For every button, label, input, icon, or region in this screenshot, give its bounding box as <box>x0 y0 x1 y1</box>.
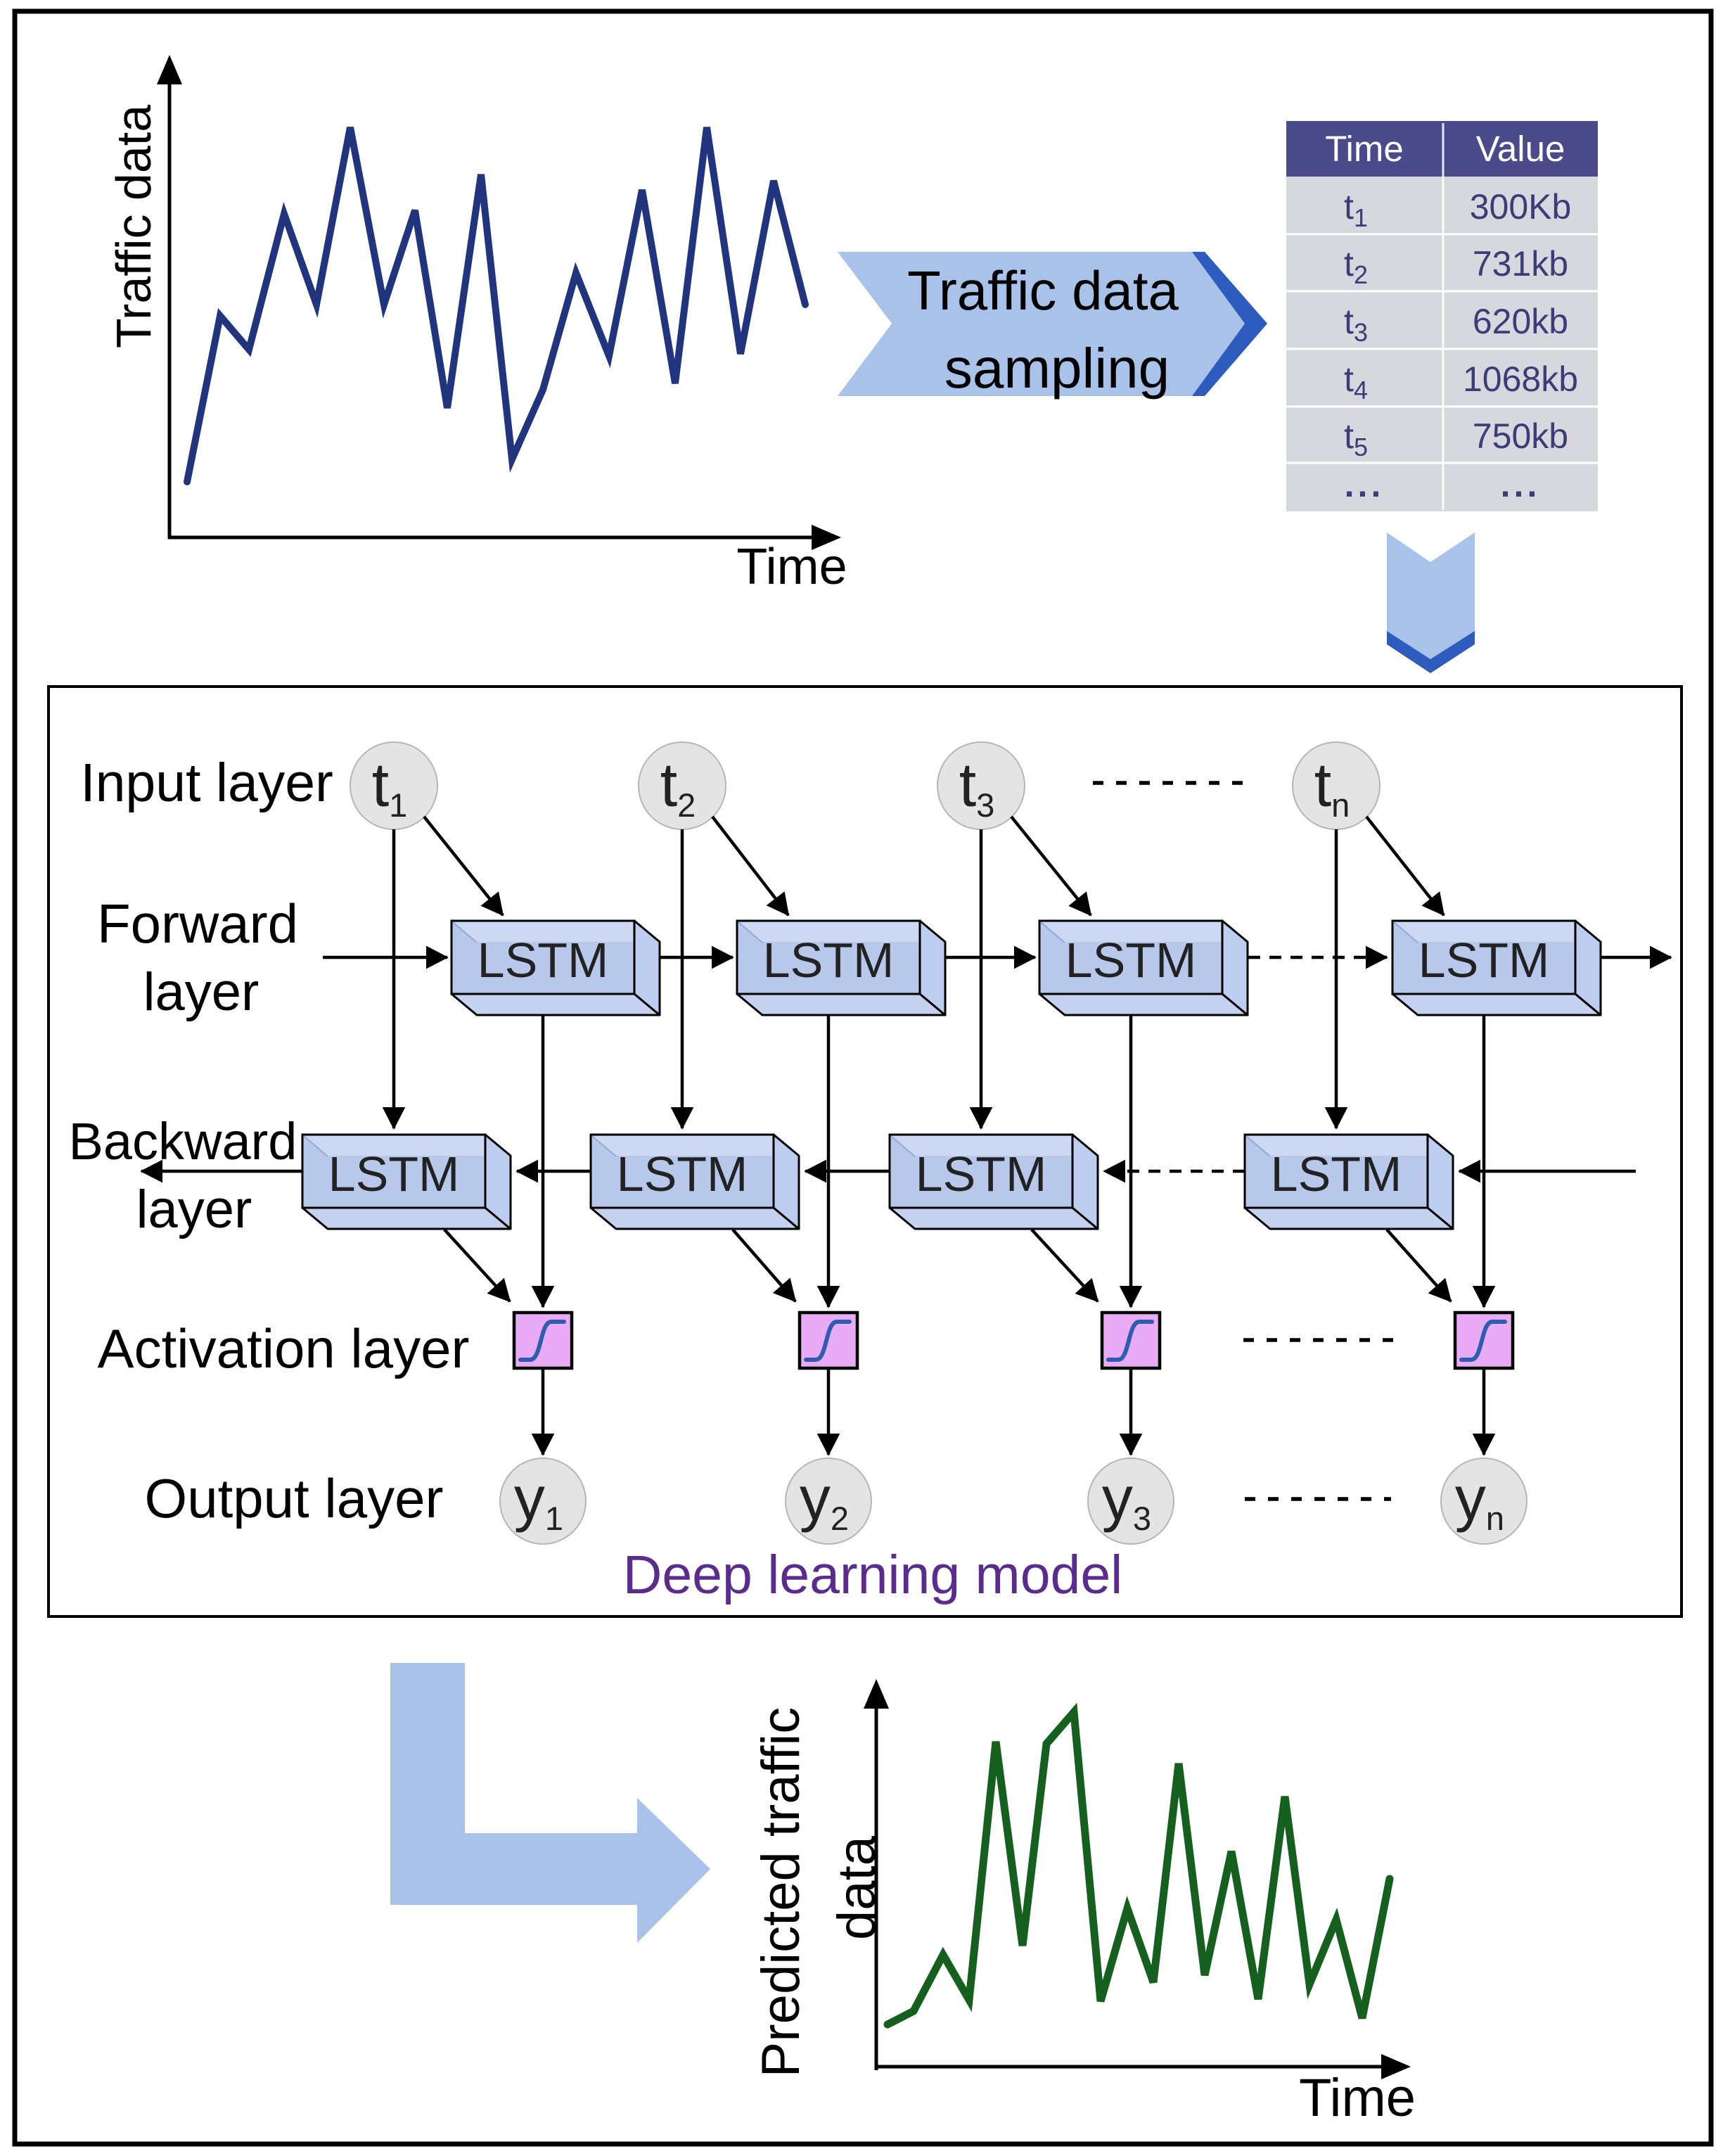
svg-text:Traffic data: Traffic data <box>106 105 161 348</box>
svg-text:1068kb: 1068kb <box>1463 359 1578 399</box>
svg-text:t1: t1 <box>1344 187 1368 232</box>
svg-text:Backward: Backward <box>69 1112 297 1171</box>
svg-text:layer: layer <box>143 962 260 1022</box>
svg-text:...: ... <box>1501 465 1541 504</box>
svg-text:Activation layer: Activation layer <box>98 1318 470 1379</box>
svg-text:Forward: Forward <box>97 893 298 955</box>
svg-text:Deep learning model: Deep learning model <box>623 1545 1123 1605</box>
svg-text:Time: Time <box>1299 2068 1416 2128</box>
svg-text:sampling: sampling <box>944 337 1170 400</box>
svg-text:750kb: 750kb <box>1473 416 1568 456</box>
svg-text:LSTM: LSTM <box>328 1147 460 1201</box>
svg-text:Predicted traffic: Predicted traffic <box>751 1707 811 2078</box>
svg-text:layer: layer <box>136 1180 252 1239</box>
svg-text:LSTM: LSTM <box>478 933 609 988</box>
svg-text:data: data <box>827 1835 887 1940</box>
svg-text:Value: Value <box>1476 129 1565 169</box>
svg-text:Time: Time <box>736 539 847 595</box>
svg-text:620kb: 620kb <box>1473 302 1568 341</box>
svg-text:...: ... <box>1345 465 1385 504</box>
svg-text:Traffic data: Traffic data <box>907 260 1179 321</box>
svg-text:LSTM: LSTM <box>916 1147 1047 1201</box>
svg-text:LSTM: LSTM <box>1418 933 1550 988</box>
svg-text:y1: y1 <box>514 1463 563 1537</box>
svg-text:LSTM: LSTM <box>1271 1147 1402 1201</box>
svg-text:Output layer: Output layer <box>145 1467 444 1529</box>
svg-text:300Kb: 300Kb <box>1470 187 1572 227</box>
svg-text:LSTM: LSTM <box>617 1147 748 1201</box>
svg-text:LSTM: LSTM <box>763 933 895 988</box>
svg-text:Input layer: Input layer <box>80 753 333 813</box>
svg-text:731kb: 731kb <box>1473 244 1568 283</box>
svg-text:LSTM: LSTM <box>1065 933 1197 988</box>
svg-text:Time: Time <box>1325 129 1403 169</box>
